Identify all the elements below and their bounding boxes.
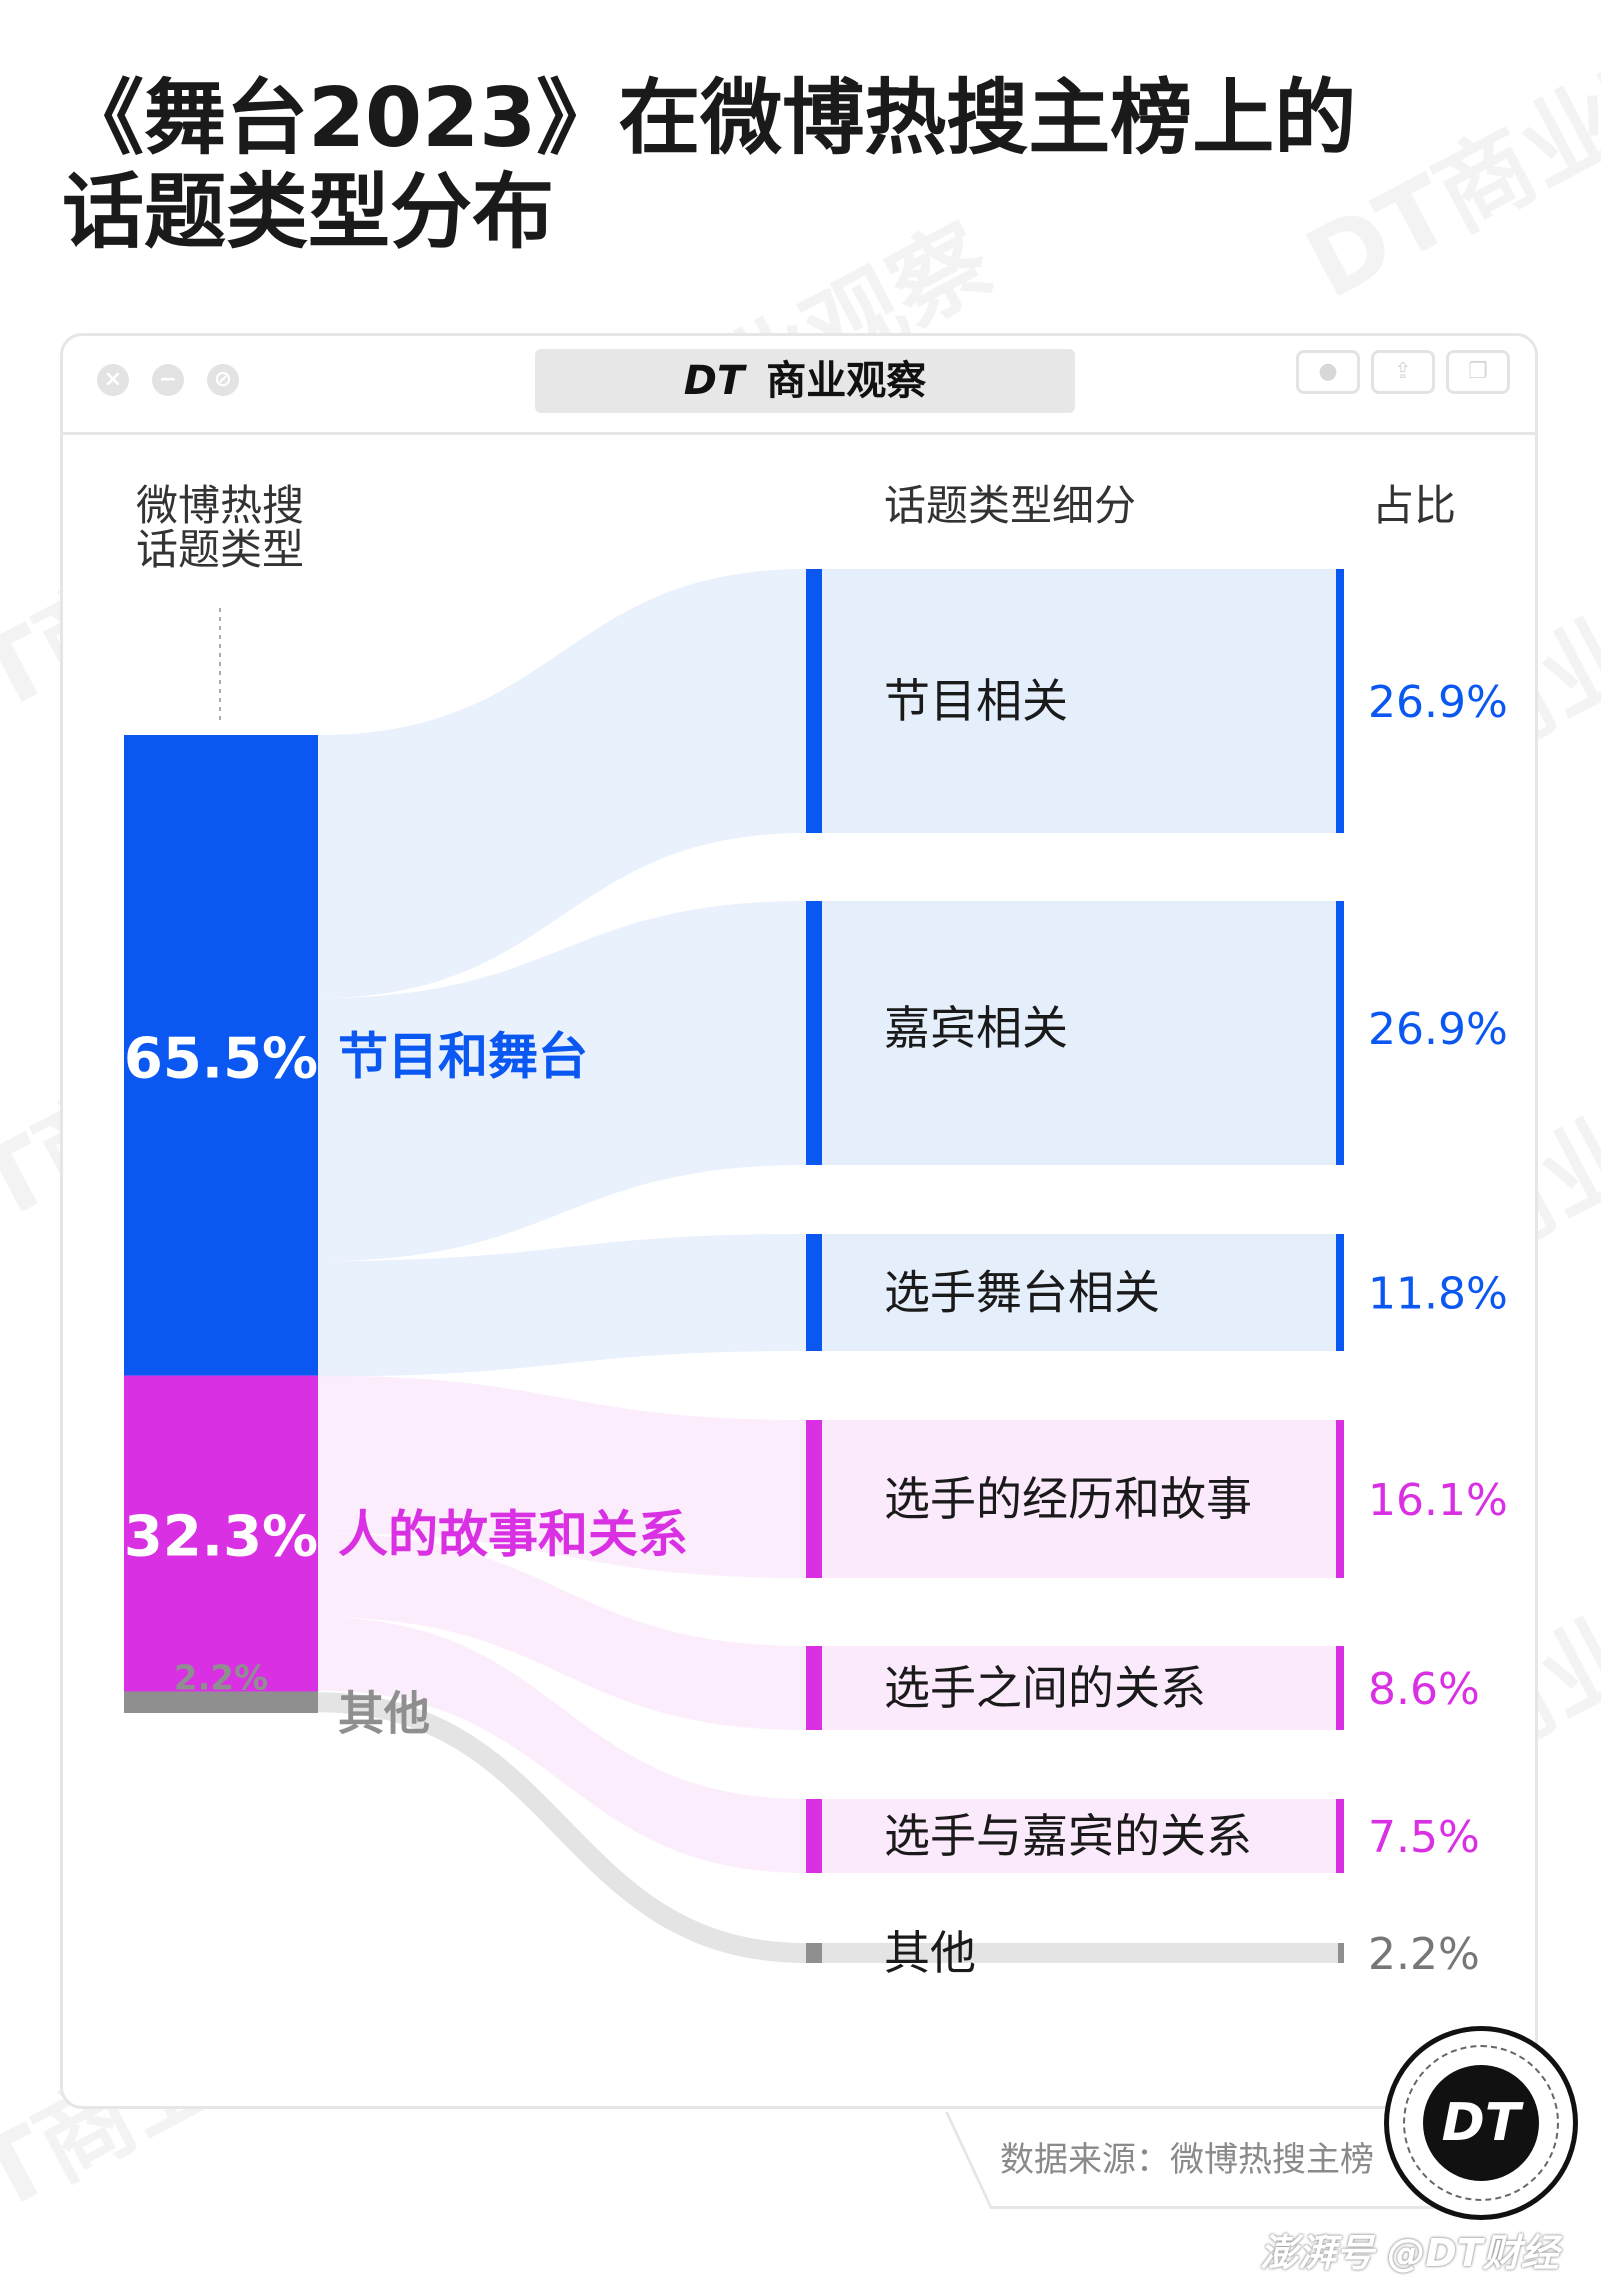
category-name-label: 节目和舞台 [338, 1027, 588, 1085]
left-header-label: 话题类型 [136, 525, 304, 574]
subcategory-name-label: 选手舞台相关 [884, 1266, 1160, 1320]
subcategory-value-label: 7.5% [1368, 1812, 1480, 1863]
subcategory-name-label: 嘉宾相关 [884, 1001, 1068, 1055]
subcategory-node [806, 901, 1344, 1165]
subcategory-accent-right [1336, 1420, 1344, 1578]
window-titlebar: × − ⊘ DT 商业观察 ● ⇪ ❐ [63, 336, 1535, 435]
subcategory-value-label: 2.2% [1368, 1929, 1480, 1980]
logo-ring [1403, 2045, 1559, 2201]
flow-link [318, 1617, 806, 1873]
window-icon[interactable]: ❐ [1446, 350, 1510, 394]
left-header-label: 微博热搜 [136, 481, 304, 530]
category-value-label: 32.3% [124, 1505, 318, 1570]
subcategory-accent-left [806, 569, 822, 833]
flow-link [318, 1533, 806, 1730]
subcategory-name-label: 其他 [884, 1926, 976, 1980]
category-bar [124, 735, 318, 1376]
minimize-icon[interactable]: − [152, 364, 184, 396]
subcategory-value-label: 16.1% [1368, 1475, 1508, 1526]
subcategory-node [806, 1799, 1344, 1873]
data-source: 数据来源：微博热搜主榜 [1000, 2140, 1374, 2180]
subcategory-name-label: 选手与嘉宾的关系 [884, 1809, 1252, 1863]
category-name-label: 其他 [338, 1686, 430, 1740]
subcategory-accent-right [1336, 901, 1344, 1165]
subcategory-accent-right [1336, 569, 1344, 833]
dt-logo-badge: DT [1384, 2026, 1578, 2220]
subcategory-node [806, 1234, 1344, 1351]
subcategory-node [806, 569, 1344, 833]
subcategory-name-label: 选手的经历和故事 [884, 1472, 1252, 1526]
subcategory-accent-left [806, 1943, 822, 1963]
category-bar [124, 1691, 318, 1713]
flow-link [318, 569, 806, 999]
middle-header-label: 话题类型细分 [884, 481, 1136, 530]
subcategory-accent-right [1336, 1234, 1344, 1351]
subcategory-accent-left [806, 901, 822, 1165]
page-title: 《舞台2023》在微博热搜主榜上的 话题类型分布 [62, 72, 1362, 260]
subcategory-accent-left [806, 1646, 822, 1730]
brand-logo: DT [683, 358, 745, 404]
subcategory-value-label: 11.8% [1368, 1269, 1508, 1320]
category-value-label: 2.2% [174, 1658, 268, 1698]
title-line-2: 话题类型分布 [62, 165, 555, 260]
subcategory-accent-right [1336, 1799, 1344, 1873]
flow-link [318, 1234, 806, 1377]
subcategory-name-label: 节目相关 [884, 674, 1068, 728]
subcategory-name-label: 选手之间的关系 [884, 1661, 1206, 1715]
flow-link [317, 1692, 807, 1963]
subcategory-node [806, 1646, 1344, 1730]
subcategory-value-label: 8.6% [1368, 1664, 1480, 1715]
credit-text: 澎湃号 @DT财经 [1260, 2231, 1559, 2275]
category-value-label: 65.5% [124, 1026, 318, 1091]
subcategory-node [806, 1943, 1344, 1963]
logo-mark: DT [1423, 2065, 1539, 2181]
title-line-1: 《舞台2023》在微博热搜主榜上的 [62, 71, 1357, 166]
flow-link [318, 901, 806, 1262]
record-icon[interactable]: ● [1296, 350, 1360, 394]
subcategory-accent-right [1338, 1943, 1344, 1963]
right-header-label: 占比 [1372, 481, 1456, 530]
flow-link [318, 1375, 806, 1578]
subcategory-value-label: 26.9% [1368, 677, 1508, 728]
close-icon[interactable]: × [97, 364, 129, 396]
subcategory-node [806, 1420, 1344, 1578]
subcategory-value-label: 26.9% [1368, 1004, 1508, 1055]
subcategory-accent-left [806, 1234, 822, 1351]
category-bar [124, 1375, 318, 1692]
subcategory-accent-left [806, 1799, 822, 1873]
subcategory-accent-right [1336, 1646, 1344, 1730]
brand-bar: DT 商业观察 [535, 349, 1075, 413]
maximize-icon[interactable]: ⊘ [207, 364, 239, 396]
share-icon[interactable]: ⇪ [1371, 350, 1435, 394]
brand-name: 商业观察 [766, 358, 927, 404]
category-name-label: 人的故事和关系 [338, 1506, 688, 1564]
subcategory-accent-left [806, 1420, 822, 1578]
